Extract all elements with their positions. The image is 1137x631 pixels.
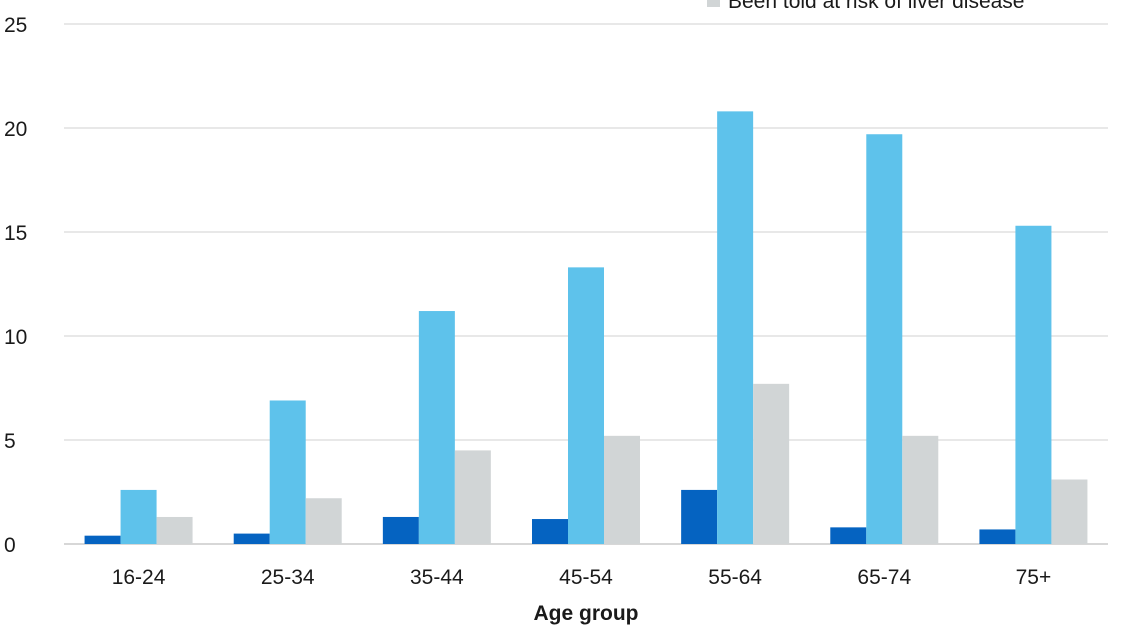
bar-16-24-series-2	[120, 489, 157, 544]
bar-16-24-series-3	[156, 516, 193, 544]
bar-55-64-series-2	[717, 111, 754, 545]
bar-75+-series-3	[1051, 479, 1088, 544]
x-axis-title: Age group	[534, 602, 639, 625]
legend: Been told at risk of liver disease	[707, 0, 1024, 13]
bar-65-74-series-2	[866, 134, 903, 545]
bar-45-54-series-3	[604, 435, 640, 544]
x-tick-label: 45-54	[559, 566, 613, 589]
x-tick-label: 35-44	[410, 566, 464, 589]
x-tick-label: 25-34	[261, 566, 315, 589]
x-axis-tick-labels: 16-24 25-34 35-44 45-54 55-64 65-74 75+	[112, 566, 1052, 589]
bar-55-64-series-1	[681, 489, 718, 544]
bar-25-34-series-1	[233, 533, 270, 544]
x-tick-label: 65-74	[857, 566, 911, 589]
y-axis-tick-labels: 0 5 10 15 20 25	[4, 14, 27, 557]
legend-swatch	[707, 0, 720, 7]
bar-35-44-series-3	[454, 450, 491, 544]
bar-35-44-series-2	[418, 311, 455, 544]
bar-75+-series-1	[979, 529, 1016, 544]
bar-16-24-series-1	[84, 535, 121, 544]
bars	[84, 111, 1088, 545]
y-tick-label: 0	[4, 534, 16, 557]
x-tick-label: 55-64	[708, 566, 762, 589]
bar-45-54-series-2	[568, 267, 604, 544]
bar-45-54-series-1	[532, 519, 568, 544]
bar-75+-series-2	[1015, 225, 1052, 544]
bar-65-74-series-1	[830, 527, 867, 544]
bar-65-74-series-3	[902, 435, 939, 544]
x-tick-label: 16-24	[112, 566, 166, 589]
bar-25-34-series-3	[305, 498, 342, 544]
bar-35-44-series-1	[382, 516, 419, 544]
bar-25-34-series-2	[269, 400, 306, 544]
y-tick-label: 5	[4, 430, 16, 453]
legend-label: Been told at risk of liver disease	[728, 0, 1024, 13]
x-tick-label: 75+	[1016, 566, 1052, 589]
y-tick-label: 20	[4, 118, 27, 141]
y-tick-label: 10	[4, 326, 27, 349]
bar-55-64-series-3	[753, 383, 790, 544]
y-tick-label: 25	[4, 14, 27, 37]
y-tick-label: 15	[4, 222, 27, 245]
